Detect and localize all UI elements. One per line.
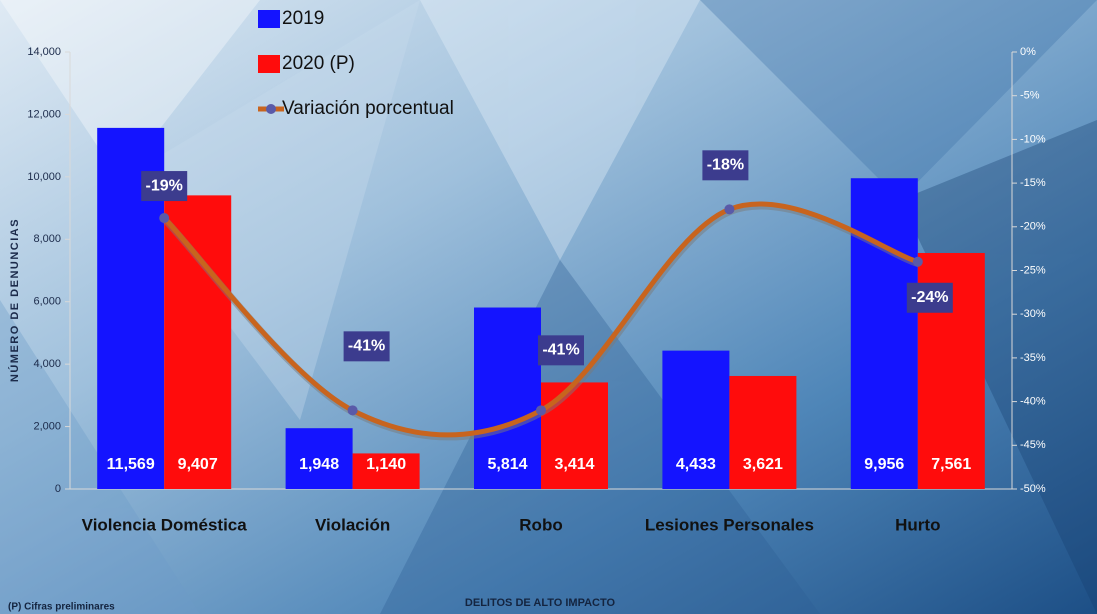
legend-label: Variación porcentual [282,98,454,119]
line-value-label: -18% [707,157,744,174]
x-tick-label: Lesiones Personales [645,515,814,534]
y2-tick-label: -25% [1020,264,1046,276]
bar-value-label: 1,140 [366,456,406,473]
line-label-box [702,150,749,181]
line-label-box [141,171,188,202]
y2-tick-label: 0% [1020,46,1036,58]
legend-label: 2019 [282,8,324,29]
bar-value-label: 11,569 [107,456,155,473]
y2-tick-label: -40% [1020,396,1046,408]
bar [164,195,232,489]
bar-value-label: 7,561 [931,456,971,473]
y-tick-label: 12,000 [27,108,61,120]
line-marker [347,405,358,416]
bar [662,350,730,489]
x-tick-label: Hurto [895,515,940,534]
bar [729,375,797,489]
y-tick-label: 8,000 [33,233,61,245]
x-axis-title: DELITOS DE ALTO IMPACTO [465,597,616,609]
y-tick-label: 0 [55,483,61,495]
line-marker [159,213,170,224]
legend-swatch [258,10,280,28]
line-label-box [906,282,953,313]
line-marker [536,405,546,416]
y2-tick-label: -35% [1020,352,1046,364]
x-tick-label: Robo [519,515,562,534]
line-value-label: -41% [348,338,385,355]
y2-tick-label: -20% [1020,221,1046,233]
bar [285,428,353,489]
x-tick-label: Violación [315,515,390,534]
bar-value-label: 9,956 [864,456,904,473]
y-tick-label: 4,000 [33,358,61,370]
y2-tick-label: -15% [1020,177,1046,189]
bar-value-label: 5,814 [487,456,527,473]
y2-tick-label: -50% [1020,483,1046,495]
line-value-label: -24% [911,289,948,306]
bar-value-label: 4,433 [676,456,716,473]
bar [850,178,918,489]
y-tick-label: 14,000 [27,46,61,58]
bar-value-label: 9,407 [178,456,218,473]
legend-label: 2020 (P) [282,53,355,74]
y2-tick-label: -45% [1020,439,1046,451]
bar-value-label: 1,948 [299,456,339,473]
line-label-box [538,335,584,366]
line-marker [912,256,923,267]
y-tick-label: 2,000 [33,420,61,432]
legend-swatch [258,55,280,73]
line-marker [724,204,735,215]
y-axis-title: NÚMERO DE DENUNCIAS [8,218,21,382]
note: (P) Cifras preliminares [8,602,115,613]
line-label-box [343,331,390,362]
legend-marker [266,104,276,114]
y2-tick-label: -5% [1020,90,1040,102]
y-tick-label: 6,000 [33,296,61,308]
y-tick-label: 10,000 [27,171,61,183]
bar-value-label: 3,414 [554,456,594,473]
bar [474,307,541,489]
x-tick-label: Violencia Doméstica [82,515,248,534]
bar-value-label: 3,621 [743,456,783,473]
y2-tick-label: -30% [1020,308,1046,320]
line-value-label: -41% [542,342,579,359]
y2-tick-label: -10% [1020,133,1046,145]
bar [352,453,420,489]
line-value-label: -19% [146,177,183,194]
